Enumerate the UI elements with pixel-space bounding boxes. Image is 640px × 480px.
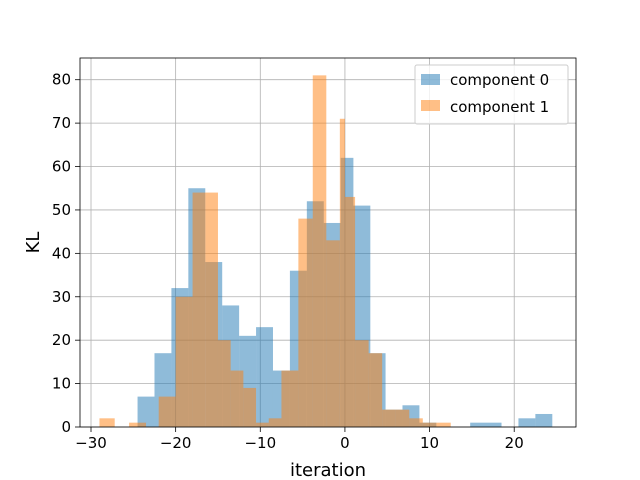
bar-component-1-13 xyxy=(312,75,327,427)
legend-swatch-component-0 xyxy=(421,74,440,85)
legend-label-component-0: component 0 xyxy=(450,71,549,89)
bar-component-0-19 xyxy=(518,418,536,427)
bar-component-1-12 xyxy=(298,218,313,427)
x-axis-label: iteration xyxy=(290,460,366,480)
bar-component-1-15 xyxy=(339,118,345,427)
x-tick-label-0: −30 xyxy=(75,434,107,452)
bar-component-1-9 xyxy=(256,422,269,427)
bar-component-1-6 xyxy=(217,340,231,427)
y-tick-label-8: 80 xyxy=(52,71,71,89)
bar-component-1-11 xyxy=(281,370,299,427)
x-tick-label-5: 20 xyxy=(505,434,524,452)
bar-component-1-20 xyxy=(395,409,410,427)
bar-component-1-4 xyxy=(192,192,206,427)
bar-component-0-7 xyxy=(256,327,273,427)
plot-frame xyxy=(79,57,577,428)
legend: component 0 component 1 xyxy=(414,64,569,125)
bar-component-1-16 xyxy=(344,196,356,427)
bar-component-1-2 xyxy=(158,396,176,427)
legend-swatch-component-1 xyxy=(421,100,440,111)
x-tick-label-3: 0 xyxy=(340,434,350,452)
x-tick-label-1: −20 xyxy=(160,434,192,452)
series-component-1-bars xyxy=(99,75,451,427)
bar-component-1-3 xyxy=(175,296,193,427)
bar-component-1-0 xyxy=(99,418,115,427)
bar-component-1-19 xyxy=(382,409,396,427)
y-tick-label-0: 0 xyxy=(61,418,71,436)
bar-component-0-0 xyxy=(137,396,155,427)
y-axis-ticks: 0 10 20 30 40 50 60 70 80 xyxy=(52,71,80,436)
legend-frame xyxy=(414,64,569,125)
bar-component-0-20 xyxy=(535,413,553,427)
y-tick-label-5: 50 xyxy=(52,201,71,219)
bar-component-1-21 xyxy=(409,418,423,427)
bar-component-1-23 xyxy=(436,422,451,427)
bar-component-1-1 xyxy=(129,422,147,427)
y-tick-label-2: 20 xyxy=(52,331,71,349)
y-tick-label-7: 70 xyxy=(52,114,71,132)
y-tick-label-4: 40 xyxy=(52,244,71,262)
bar-component-1-5 xyxy=(205,192,218,427)
y-axis-label: KL xyxy=(23,232,44,254)
bar-component-1-17 xyxy=(355,340,369,427)
y-tick-label-1: 10 xyxy=(52,375,71,393)
bar-component-1-8 xyxy=(243,387,257,427)
bar-component-0-18 xyxy=(470,422,502,427)
y-tick-label-3: 30 xyxy=(52,288,71,306)
bar-component-1-10 xyxy=(268,418,282,427)
bar-component-1-18 xyxy=(368,353,383,427)
bar-component-1-7 xyxy=(230,370,244,427)
bar-component-1-22 xyxy=(422,422,437,427)
x-tick-label-4: 10 xyxy=(420,434,439,452)
x-axis-ticks: −30 −20 −10 0 10 20 xyxy=(75,427,524,452)
legend-label-component-1: component 1 xyxy=(450,98,549,116)
y-tick-label-6: 60 xyxy=(52,158,71,176)
bar-component-1-14 xyxy=(326,240,340,427)
x-tick-label-2: −10 xyxy=(244,434,276,452)
